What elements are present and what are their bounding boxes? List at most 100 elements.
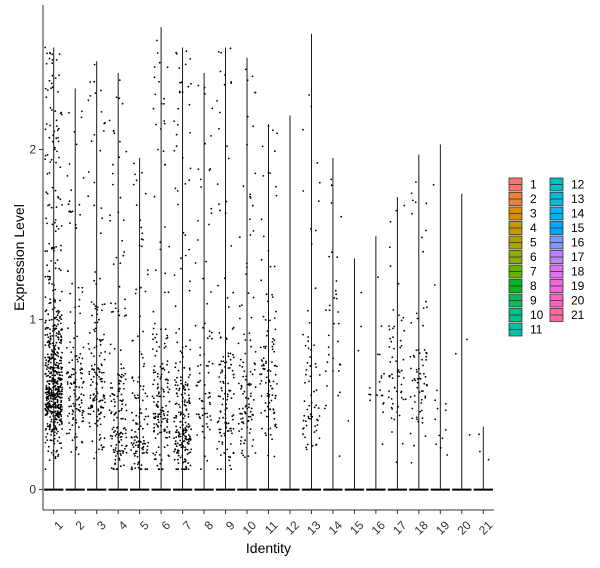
data-point: [56, 354, 58, 357]
data-point: [53, 442, 56, 445]
data-point: [66, 270, 69, 272]
data-point: [324, 370, 327, 373]
data-point: [110, 382, 112, 384]
data-point: [76, 399, 78, 401]
data-point: [393, 325, 396, 328]
data-point: [96, 306, 99, 308]
data-point: [182, 231, 185, 234]
data-point: [388, 246, 391, 249]
data-point: [122, 374, 125, 377]
data-point: [203, 407, 206, 410]
legend-label: 9: [530, 294, 537, 308]
data-point: [418, 352, 421, 354]
data-point: [54, 348, 56, 351]
data-point: [425, 229, 427, 232]
data-point: [60, 314, 63, 317]
data-point: [53, 437, 56, 440]
data-point: [178, 389, 180, 392]
data-point: [54, 219, 57, 221]
data-point: [402, 358, 405, 361]
data-point: [60, 442, 62, 445]
data-point: [272, 380, 275, 383]
data-point: [50, 391, 53, 394]
data-point: [118, 156, 121, 159]
data-point: [196, 239, 199, 241]
data-point: [132, 380, 135, 382]
data-point: [414, 201, 417, 204]
data-point: [60, 318, 63, 321]
data-point: [189, 451, 192, 453]
data-point: [98, 318, 100, 321]
data-point: [58, 371, 61, 374]
data-point: [89, 394, 92, 397]
data-point: [328, 309, 331, 312]
data-point: [227, 367, 230, 369]
data-point: [68, 200, 71, 203]
data-point: [378, 380, 381, 383]
x-tick-label: 19: [433, 518, 453, 538]
data-point: [114, 462, 116, 464]
data-point: [328, 255, 330, 258]
data-point: [87, 171, 90, 173]
data-point: [118, 97, 121, 100]
data-point: [254, 363, 256, 366]
data-point: [100, 444, 103, 447]
data-point: [155, 341, 158, 344]
data-point: [138, 416, 141, 418]
data-point: [232, 418, 234, 421]
data-point: [87, 99, 90, 102]
data-point: [243, 333, 245, 336]
data-point: [160, 431, 163, 434]
data-point: [52, 404, 54, 406]
data-point: [118, 410, 121, 412]
data-point: [220, 435, 223, 437]
data-point: [125, 150, 128, 153]
data-point: [155, 451, 158, 454]
data-point: [246, 262, 248, 265]
data-point: [121, 417, 124, 420]
data-point: [46, 397, 48, 400]
data-point: [46, 52, 48, 55]
data-point: [50, 418, 53, 421]
data-point: [59, 166, 62, 169]
data-point: [274, 397, 277, 400]
data-point: [138, 461, 140, 463]
data-point: [411, 212, 413, 215]
x-tick-label: 10: [240, 518, 260, 538]
data-point: [239, 443, 242, 445]
data-point: [184, 388, 187, 391]
data-point: [155, 123, 158, 126]
data-point: [310, 243, 313, 245]
data-point: [117, 373, 119, 376]
data-point: [52, 421, 55, 424]
data-point: [48, 346, 51, 349]
data-point: [91, 381, 94, 383]
data-point: [108, 409, 111, 411]
data-point: [203, 384, 206, 386]
data-point: [52, 325, 54, 327]
data-point: [55, 432, 58, 435]
data-point: [101, 371, 103, 374]
data-point: [130, 449, 133, 451]
data-point: [174, 366, 177, 369]
data-point: [181, 156, 184, 159]
violin-group-11: [258, 124, 279, 491]
data-point: [160, 459, 163, 461]
data-point: [240, 428, 243, 430]
data-point: [271, 296, 274, 298]
data-point: [116, 452, 119, 455]
data-point: [44, 87, 47, 90]
data-point: [54, 370, 56, 373]
data-point: [188, 103, 191, 106]
data-point: [152, 327, 155, 330]
data-point: [157, 433, 159, 435]
data-point: [73, 337, 75, 340]
data-point: [203, 353, 206, 355]
data-point: [89, 407, 92, 410]
data-point: [259, 346, 262, 349]
data-point: [59, 396, 62, 399]
data-point: [68, 111, 70, 114]
data-point: [223, 432, 226, 435]
data-point: [275, 310, 277, 313]
data-point: [93, 363, 96, 366]
